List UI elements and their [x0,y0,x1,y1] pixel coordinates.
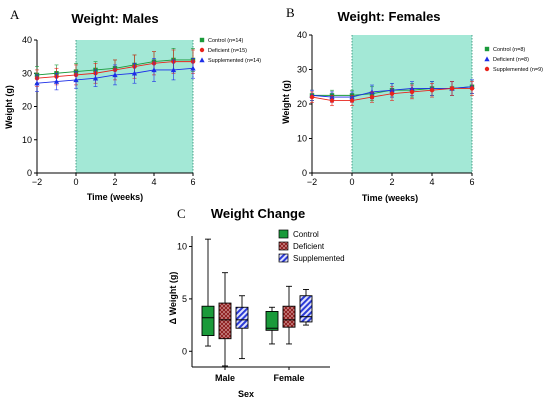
chart-a-ytick-label: 20 [22,102,32,112]
chart-b-data-point [409,89,415,95]
chart-b-data-point [389,91,395,96]
panel-c: C Weight Change 0 5 10 Male Female Control Def… [168,206,345,399]
chart-b-legend-label: Deficient (n=8) [493,57,529,63]
chart-c-legend-label: Supplemented [293,254,345,263]
chart-a-legend-marker [199,37,205,43]
chart-a-legend-label: Supplemented (n=14) [208,58,261,64]
chart-b-data-point [349,98,355,103]
chart-b-data-point [449,86,455,91]
chart-a-data-point [112,72,118,78]
chart-a-data-point [73,77,79,83]
chart-a-title: Weight: Males [71,11,158,26]
chart-a-legend-label: Deficient (n=15) [208,48,247,54]
chart-a-data-point [92,75,99,81]
chart-c-category-label: Female [273,373,304,383]
chart-c-box [299,295,313,323]
chart-c-legend-label: Control [293,230,319,239]
chart-c-category-label: Male [215,373,235,383]
chart-b-xtick-label: 6 [469,177,474,187]
chart-a-ytick-label: 40 [22,35,32,45]
chart-b-legend-marker [484,46,490,52]
chart-a-data-point [170,67,177,73]
chart-c-box [218,302,232,340]
chart-a-data-point [53,78,60,84]
chart-b-xtick-label: 2 [389,177,394,187]
chart-c-plot: 0 5 10 Male Female Control Deficient Supplement… [177,229,345,383]
chart-b-xtick-label: 4 [429,177,434,187]
chart-c-legend-swatch [278,229,289,239]
panel-letter-c: C [177,206,186,221]
chart-a-xtick-label: 2 [112,177,117,187]
chart-a-ytick-label: 10 [22,135,32,145]
chart-c-ytick-label: 0 [182,346,187,356]
chart-a-xtick-label: −2 [32,177,42,187]
chart-b-ytick-label: 30 [297,65,307,75]
chart-b-legend-marker [484,66,490,72]
chart-a-legend-marker [199,57,205,63]
chart-c-ytick-label: 10 [177,241,187,251]
chart-a-legend-marker [199,47,205,53]
chart-c-legend-swatch [278,241,289,251]
chart-c-xlabel: Sex [238,389,254,399]
chart-a-ytick-label: 0 [27,168,32,178]
chart-a-data-point [131,70,138,76]
chart-b-title: Weight: Females [337,9,440,24]
chart-c-legend-label: Deficient [293,242,325,251]
chart-b-ytick-label: 0 [302,168,307,178]
chart-c-legend-swatch [278,253,289,263]
chart-c-ylabel: Δ Weight (g) [168,272,178,325]
chart-a-data-point [34,80,40,86]
chart-a-xtick-label: 6 [190,177,195,187]
chart-c-box [265,311,279,331]
chart-c-ytick-label: 5 [182,294,187,304]
chart-b-shaded-region [352,35,472,173]
chart-a-xtick-label: 0 [73,177,78,187]
chart-c-box [201,305,215,337]
chart-c-box [282,305,296,328]
chart-a-legend-label: Control (n=14) [208,38,243,44]
chart-b-data-point [429,88,435,93]
chart-b-ytick-label: 20 [297,99,307,109]
panel-letter-b: B [286,5,295,20]
chart-b-legend-label: Control (n=8) [493,47,525,53]
chart-a-data-point [190,65,196,71]
chart-c-title: Weight Change [211,206,305,221]
panel-letter-a: A [10,7,20,22]
chart-a-data-point [151,67,157,73]
chart-b-xtick-label: 0 [349,177,354,187]
chart-b-xlabel: Time (weeks) [362,193,418,203]
chart-b-ytick-label: 40 [297,30,307,40]
chart-b-data-point [369,94,375,100]
chart-c-box [235,306,249,329]
chart-a-xtick-label: 4 [151,177,156,187]
chart-b-ylabel: Weight (g) [281,80,291,124]
chart-b-data-point [309,94,315,100]
chart-b-xtick-label: −2 [307,177,317,187]
chart-a-ytick-label: 30 [22,68,32,78]
chart-b-ytick-label: 10 [297,134,307,144]
chart-b-legend-marker [484,56,490,62]
chart-b-legend-label: Supplemented (n=9) [493,67,543,73]
chart-b-data-point [329,98,335,103]
chart-b-data-point [469,86,475,91]
chart-a-ylabel: Weight (g) [4,85,14,129]
chart-a-xlabel: Time (weeks) [87,192,143,202]
